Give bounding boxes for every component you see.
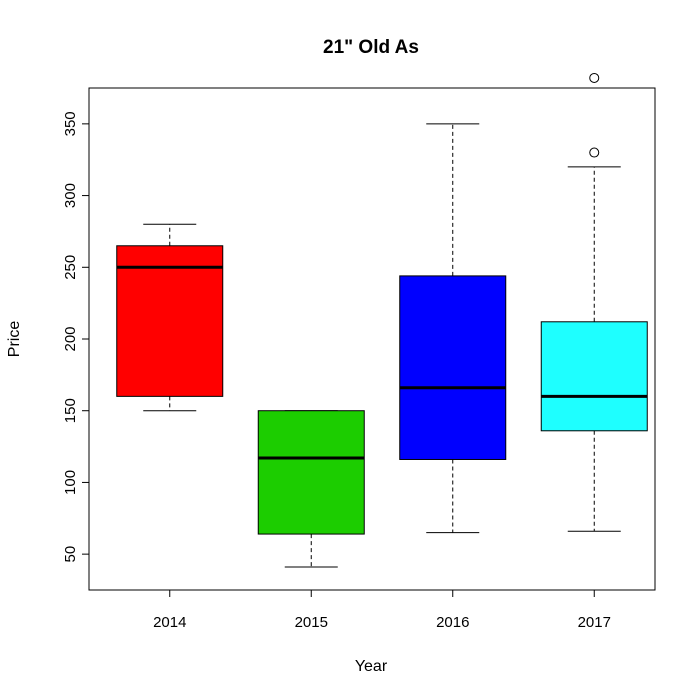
- y-axis-label: Price: [6, 321, 23, 358]
- box-2014: [116, 223, 224, 412]
- box-2017: [540, 72, 648, 532]
- x-axis-label: Year: [355, 658, 388, 675]
- outlier-point: [589, 147, 600, 158]
- x-tick-label: 2014: [153, 614, 186, 631]
- box-2016: [399, 123, 507, 534]
- box-rect: [116, 245, 224, 397]
- x-tick-label: 2016: [436, 614, 469, 631]
- box-2015: [257, 410, 365, 568]
- x-tick-label: 2015: [295, 614, 328, 631]
- chart-title: 21" Old As: [323, 37, 419, 58]
- box-rect: [257, 410, 365, 535]
- x-tick-label: 2017: [578, 614, 611, 631]
- y-tick-label: 200: [62, 326, 79, 351]
- y-tick-label: 300: [62, 183, 79, 208]
- box-rect: [399, 275, 507, 460]
- y-tick-label: 50: [62, 546, 79, 563]
- y-tick-label: 250: [62, 255, 79, 280]
- x-axis: 2014 2015 2016 2017: [153, 589, 611, 631]
- box-rect: [540, 321, 648, 432]
- boxes-layer: [116, 72, 648, 568]
- y-tick-label: 100: [62, 470, 79, 495]
- y-tick-label: 350: [62, 111, 79, 136]
- outlier-point: [589, 72, 600, 83]
- y-axis: 50 100 150 200 250 300 350: [62, 111, 90, 563]
- y-tick-label: 150: [62, 398, 79, 423]
